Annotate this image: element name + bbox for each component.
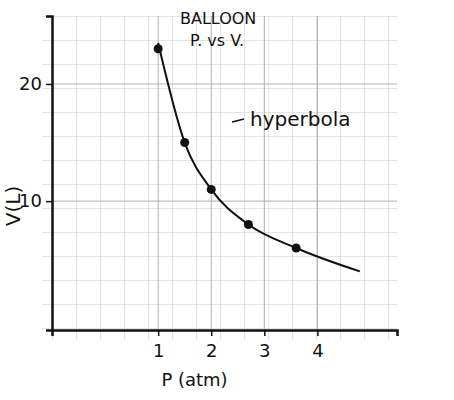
tick-label: 2 — [206, 340, 217, 361]
tick: 4 — [312, 330, 323, 361]
chart: 1 2 3 4 1020 BALLOON P. vs V. P (atm) V(L) hyperb… — [0, 0, 454, 400]
tick: 3 — [259, 330, 270, 361]
tick-mark — [264, 330, 266, 336]
tick-label: 1 — [153, 340, 164, 361]
annotation-dash — [232, 119, 244, 122]
tick: 20 — [19, 73, 52, 94]
tick-mark — [211, 330, 213, 336]
grid — [52, 16, 397, 330]
axis-line — [46, 17, 53, 331]
x-axis-title: P (atm) — [161, 369, 227, 390]
graph-paper — [42, 16, 397, 340]
x-axis: 1 2 3 4 — [53, 330, 398, 361]
subtitle: P. vs V. — [190, 31, 244, 50]
grid-line — [158, 16, 159, 330]
tick-mark — [46, 84, 52, 86]
tick: 1 — [153, 330, 164, 361]
grid-line — [264, 16, 265, 330]
grid-line — [52, 83, 397, 84]
y-axis-title: V(L) — [1, 186, 25, 226]
tick-label: 3 — [259, 340, 270, 361]
grid-line — [317, 16, 318, 330]
tick-mark — [317, 330, 319, 336]
grid-line — [52, 201, 397, 202]
tick-mark — [158, 330, 160, 336]
curve — [158, 43, 360, 271]
marks — [154, 43, 360, 271]
y-axis: 1020 — [19, 17, 52, 331]
tick-label: 20 — [19, 73, 42, 94]
tick-mark — [46, 201, 52, 203]
grid-line — [211, 16, 212, 330]
tick-label: 4 — [312, 340, 323, 361]
tick: 2 — [206, 330, 217, 361]
axis-line — [53, 331, 398, 337]
plot: 1 2 3 4 1020 — [19, 16, 397, 361]
title: BALLOON — [180, 9, 256, 28]
annotation: hyperbola — [250, 107, 350, 131]
